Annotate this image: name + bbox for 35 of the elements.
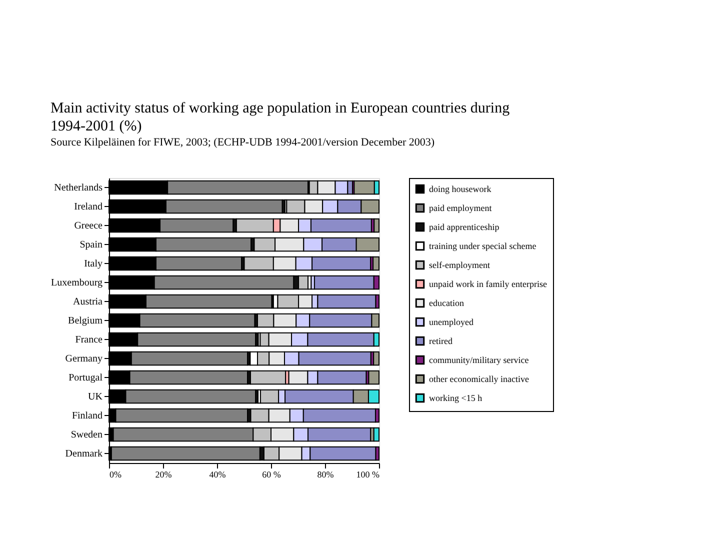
y-tick-label: Portugal <box>68 372 103 384</box>
x-tick-label: 60 % <box>262 470 282 480</box>
x-tick-label: 80% <box>317 470 334 480</box>
y-tick-label: UK <box>88 392 104 402</box>
y-tick-label: Netherlands <box>54 182 103 194</box>
y-tick-label: Italy <box>84 258 102 270</box>
y-tick-label: Germany <box>65 354 102 364</box>
legend-label: unpaid work in family enterprise <box>429 279 547 289</box>
legend-label: community/military service <box>429 355 529 365</box>
y-tick-label: Luxembourg <box>51 278 102 288</box>
chart-title: Main activity status of working age population in European countries during 1994-2001 (%) <box>50 100 510 134</box>
y-tick-label: France <box>75 334 104 346</box>
x-tick-label: 0% <box>110 470 122 480</box>
y-tick-label: Spain <box>80 240 102 250</box>
legend-label: self-employment <box>429 260 490 270</box>
y-tick-label: Austria <box>73 296 104 308</box>
y-tick-label: Denmark <box>65 448 102 460</box>
y-tick-label: Ireland <box>74 202 102 212</box>
legend-label: unemployed <box>429 317 474 327</box>
x-tick-label: 40% <box>209 470 226 480</box>
legend-label: paid employment <box>429 203 492 213</box>
legend-label: education <box>429 298 464 308</box>
legend-label: other economically inactive <box>429 374 529 384</box>
x-tick-label: 100 % <box>356 470 380 480</box>
chart-subtitle: Source Kilpeläinen for FIWE, 2003; (ECHP-UDB 1994-2001/version December 2003) <box>50 136 435 148</box>
legend-label: working <15 h <box>429 393 483 403</box>
legend-label: doing housework <box>429 184 492 194</box>
y-tick-label: Finland <box>72 410 102 422</box>
legend-label: paid apprenticeship <box>429 222 500 232</box>
legend-label: retired <box>429 336 453 346</box>
y-tick-label: Belgium <box>68 316 103 326</box>
y-tick-label: Sweden <box>70 430 102 440</box>
x-tick-label: 20% <box>155 470 172 480</box>
legend-label: training under special scheme <box>429 241 536 251</box>
y-tick-label: Greece <box>74 220 104 232</box>
